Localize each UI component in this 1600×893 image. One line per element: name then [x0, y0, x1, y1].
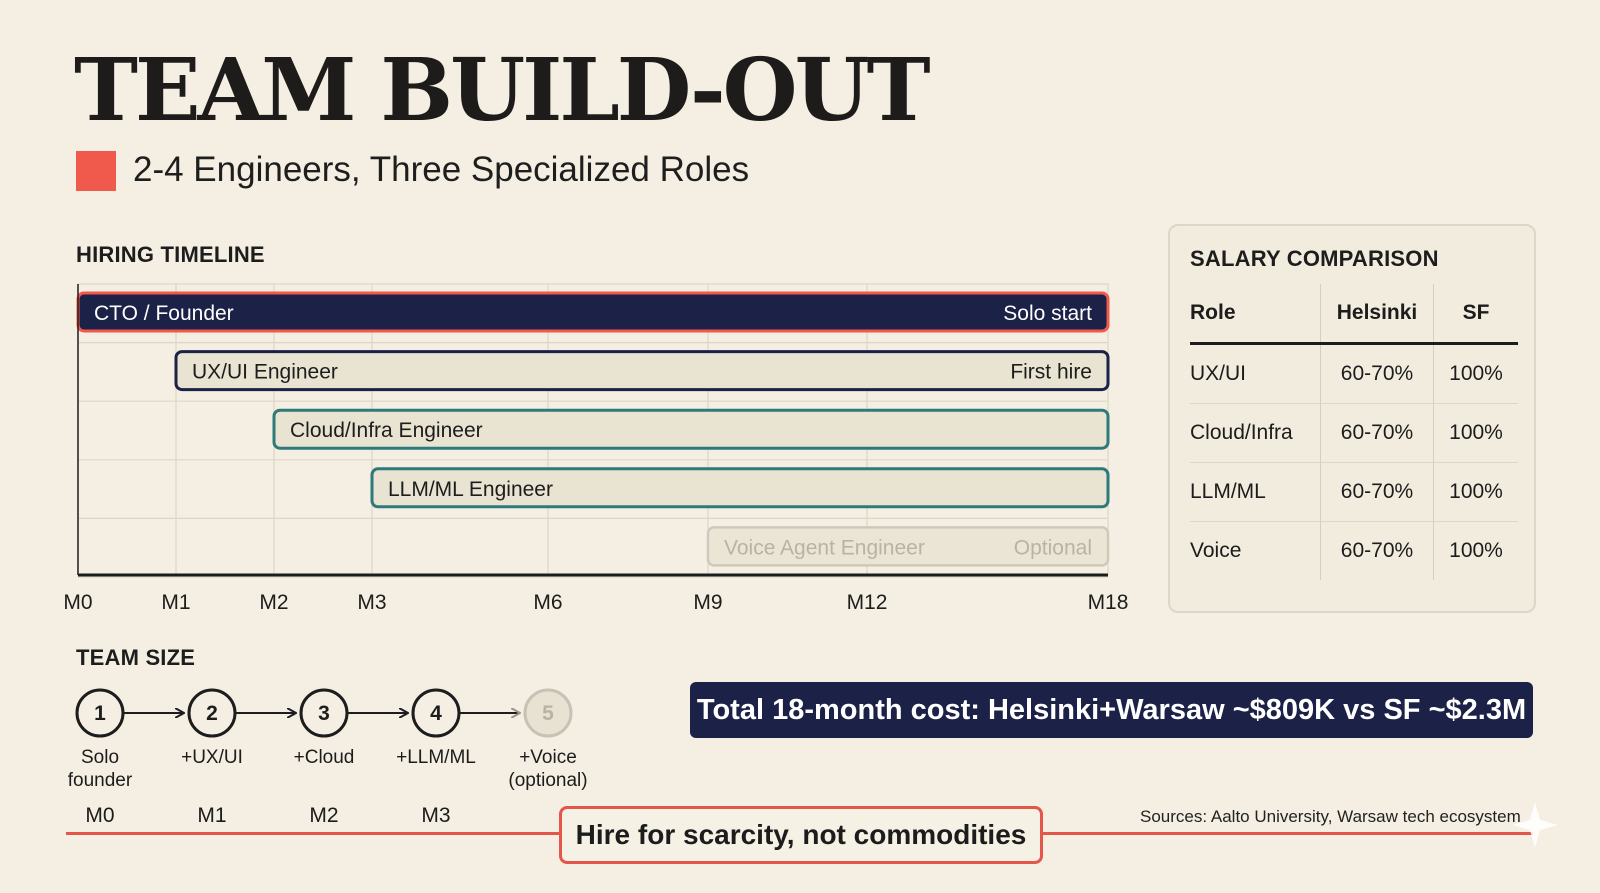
- hiring-timeline-label: HIRING TIMELINE: [76, 242, 265, 267]
- step-label: +Cloud: [269, 746, 379, 769]
- salary-sf-cell: 100%: [1449, 539, 1503, 562]
- timeline-bar: [272, 408, 1110, 450]
- step-label: +Voice (optional): [493, 746, 603, 792]
- step-month: M2: [309, 804, 339, 827]
- salary-header-helsinki: Helsinki: [1320, 284, 1434, 345]
- salary-role-cell: Cloud/Infra: [1190, 403, 1321, 463]
- salary-helsinki-cell: 60-70%: [1320, 521, 1434, 580]
- step-label-line: +LLM/ML: [396, 747, 476, 768]
- footer-rule-left: [66, 832, 562, 835]
- step-number: 5: [542, 702, 554, 725]
- salary-role-cell: Voice: [1190, 521, 1321, 580]
- timeline-tick-label: M2: [259, 591, 288, 614]
- timeline-tick-label: M0: [63, 591, 92, 614]
- salary-role-cell: LLM/ML: [1190, 462, 1321, 522]
- step-label-line: founder: [67, 770, 133, 791]
- footer-rule-right: [1037, 832, 1533, 835]
- step-label: Solo founder: [45, 746, 155, 792]
- timeline-bar: [706, 526, 1110, 567]
- page-title: TEAM BUILD-OUT: [74, 40, 931, 141]
- table-row: LLM/ML 60-70% 100%: [1190, 462, 1518, 522]
- page-subtitle: 2-4 Engineers, Three Specialized Roles: [133, 150, 750, 189]
- timeline-bar-label: LLM/ML Engineer: [388, 478, 553, 501]
- step-number: 4: [430, 702, 442, 725]
- step-number: 2: [206, 702, 218, 725]
- team-size-label: TEAM SIZE: [76, 645, 196, 670]
- step-circle-3: [299, 688, 349, 738]
- timeline-tick-label: M6: [533, 591, 562, 614]
- team-size-flow: 1 2 3 4 5: [75, 688, 573, 738]
- salary-comparison-panel: SALARY COMPARISON Role Helsinki SF UX/UI…: [1168, 224, 1536, 613]
- salary-table: Role Helsinki SF UX/UI 60-70% 100% Cloud…: [1190, 284, 1518, 580]
- timeline-bar-note: First hire: [1010, 361, 1092, 384]
- timeline-tick-label: M18: [1088, 591, 1129, 614]
- timeline-tick-label: M12: [847, 591, 888, 614]
- timeline-tick-label: M3: [357, 591, 386, 614]
- step-label-line: +Voice: [519, 747, 577, 768]
- step-label-line: +UX/UI: [181, 747, 243, 768]
- accent-square: [76, 151, 116, 191]
- step-circle-1: [75, 688, 125, 738]
- sources-note: Sources: Aalto University, Warsaw tech e…: [1140, 807, 1521, 826]
- timeline-bar-label: UX/UI Engineer: [192, 361, 338, 384]
- salary-header-role: Role: [1190, 284, 1321, 345]
- step-month: M3: [421, 804, 451, 827]
- salary-sf-cell: 100%: [1433, 343, 1518, 404]
- timeline-bar-label: Cloud/Infra Engineer: [290, 419, 483, 442]
- total-cost-banner: Total 18-month cost: Helsinki+Warsaw ~$8…: [690, 682, 1533, 738]
- timeline-bar: [174, 350, 1110, 392]
- salary-header-row: Role Helsinki SF: [1190, 284, 1518, 345]
- step-circle-5-optional: [523, 688, 573, 738]
- sparkle-icon: [1512, 802, 1558, 848]
- step-label: +UX/UI: [157, 746, 267, 769]
- salary-comparison-title: SALARY COMPARISON: [1190, 246, 1439, 271]
- step-label-line: Solo: [80, 747, 120, 768]
- salary-header-sf: SF: [1433, 284, 1518, 345]
- tagline-box: Hire for scarcity, not commodities: [559, 806, 1043, 864]
- table-row: Voice 60-70% 100%: [1190, 521, 1518, 580]
- salary-helsinki-cell: 60-70%: [1320, 403, 1434, 463]
- salary-role-cell: UX/UI: [1190, 343, 1321, 404]
- step-circle-4: [411, 688, 461, 738]
- timeline-bar-label: Voice Agent Engineer: [724, 536, 925, 559]
- salary-helsinki-cell: 60-70%: [1320, 343, 1434, 404]
- timeline-bar-label: CTO / Founder: [94, 302, 234, 325]
- step-label: +LLM/ML: [381, 746, 491, 769]
- step-number: 3: [318, 702, 330, 725]
- table-row: Cloud/Infra 60-70% 100%: [1190, 403, 1518, 463]
- step-label-line: (optional): [508, 770, 588, 791]
- step-label-line: +Cloud: [293, 747, 355, 768]
- salary-sf-cell: 100%: [1433, 403, 1518, 463]
- timeline-tick-label: M1: [161, 591, 190, 614]
- step-number: 1: [94, 702, 106, 725]
- hiring-timeline-chart: CTO / Founder Solo start UX/UI Engineer Fir…: [63, 283, 1129, 614]
- timeline-bar-note: Optional: [1014, 536, 1092, 559]
- salary-sf-cell: 100%: [1433, 462, 1518, 522]
- salary-helsinki-cell: 60-70%: [1320, 462, 1434, 522]
- step-month: M0: [85, 804, 115, 827]
- timeline-bar: [370, 467, 1110, 509]
- timeline-tick-label: M9: [693, 591, 722, 614]
- step-circle-2: [187, 688, 237, 738]
- timeline-bar-note: Solo start: [1003, 302, 1092, 325]
- step-month: M1: [197, 804, 227, 827]
- table-row: UX/UI 60-70% 100%: [1190, 343, 1518, 404]
